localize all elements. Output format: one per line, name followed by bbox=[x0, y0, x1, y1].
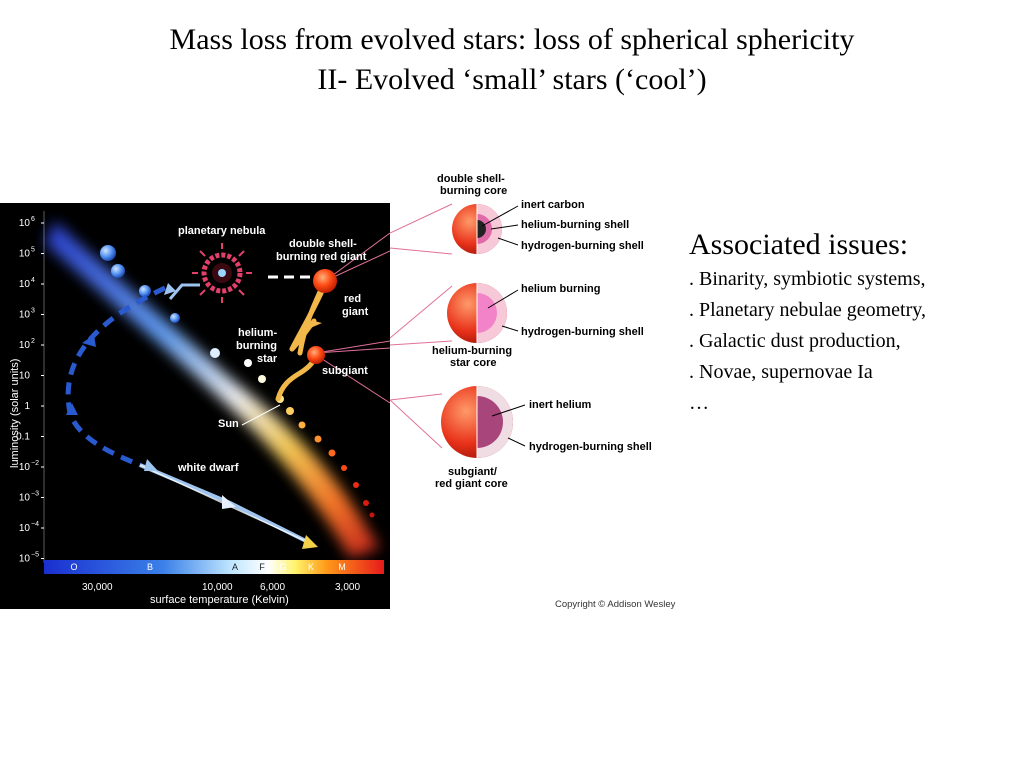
label-inert-carbon: inert carbon bbox=[521, 199, 585, 211]
label-helium-burning: helium burning bbox=[521, 283, 600, 295]
y-tick-label: 10 bbox=[19, 218, 31, 229]
planetary-nebula-icon bbox=[192, 243, 252, 303]
hr-diagram: planetary nebula double shell- burning r… bbox=[0, 203, 390, 609]
label-giant: giant bbox=[342, 306, 369, 318]
label-red: red bbox=[344, 293, 361, 305]
pink-connectors-outer bbox=[390, 203, 453, 449]
spectral-class-K: K bbox=[308, 562, 314, 572]
white-dwarf-arrowhead bbox=[302, 535, 318, 549]
issue-item: . Binarity, symbiotic systems, bbox=[689, 268, 926, 290]
issue-item: . Planetary nebulae geometry, bbox=[689, 299, 926, 321]
y-tick-exponent: 5 bbox=[31, 247, 35, 254]
spectral-class-A: A bbox=[232, 562, 238, 572]
slide-title: Mass loss from evolved stars: loss of sp… bbox=[0, 20, 1024, 100]
issue-item: . Galactic dust production, bbox=[689, 330, 901, 352]
label-hydrogen-burning-shell-top: hydrogen-burning shell bbox=[521, 240, 644, 252]
y-tick-exponent: 2 bbox=[31, 338, 35, 345]
x-tick-3000: 3,000 bbox=[335, 582, 360, 593]
label-double-shell-2: burning red giant bbox=[276, 251, 367, 263]
shell-diagrams-svg: double shell- burning core inert carbon … bbox=[390, 173, 652, 490]
subgiant-star bbox=[307, 346, 325, 364]
associated-issues: Associated issues: . Binarity, symbiotic… bbox=[689, 226, 1019, 419]
top-shell-title-2: burning core bbox=[440, 185, 507, 197]
spectral-class-bar bbox=[44, 560, 384, 574]
evolution-arrowhead bbox=[308, 321, 322, 329]
mid-shell-title-2: star core bbox=[450, 357, 496, 369]
x-tick-30000: 30,000 bbox=[82, 582, 113, 593]
sun-pointer bbox=[241, 404, 281, 426]
label-hydrogen-burning-shell-mid: hydrogen-burning shell bbox=[521, 326, 644, 338]
y-tick-exponent: 6 bbox=[31, 216, 35, 223]
evolution-track bbox=[275, 278, 328, 402]
spectral-class-G: G bbox=[279, 562, 286, 572]
double-shell-burning-core-diagram bbox=[452, 204, 502, 254]
label-subgiant: subgiant bbox=[322, 365, 368, 377]
y-tick-label: 10 bbox=[19, 493, 31, 504]
hr-diagram-svg: planetary nebula double shell- burning r… bbox=[9, 211, 390, 606]
x-tick-10000: 10,000 bbox=[202, 582, 233, 593]
issue-item: . Novae, supernovae Ia bbox=[689, 361, 873, 383]
label-hydrogen-burning-shell-bot: hydrogen-burning shell bbox=[529, 441, 652, 453]
copyright-text: Copyright © Addison Wesley bbox=[555, 599, 676, 610]
y-tick-exponent: −4 bbox=[31, 521, 39, 528]
x-tick-6000: 6,000 bbox=[260, 582, 285, 593]
y-tick-label: 10 bbox=[19, 340, 31, 351]
y-tick-label: 1 bbox=[24, 401, 30, 412]
top-shell-title-1: double shell- bbox=[437, 173, 505, 185]
spectral-class-M: M bbox=[338, 562, 346, 572]
mid-shell-title-1: helium-burning bbox=[432, 345, 512, 357]
title-line-2: II- Evolved ‘small’ stars (‘cool’) bbox=[317, 63, 707, 96]
bot-shell-title-1: subgiant/ bbox=[448, 466, 497, 478]
y-tick-exponent: 4 bbox=[31, 277, 35, 284]
double-shell-red-giant-star bbox=[313, 269, 337, 293]
y-tick-label: 10 bbox=[19, 249, 31, 260]
y-tick-label: 10 bbox=[19, 462, 31, 473]
y-tick-exponent: −3 bbox=[31, 491, 39, 498]
dashed-cooling-track bbox=[65, 285, 167, 468]
label-helium-2: burning bbox=[236, 340, 277, 352]
issues-list: . Binarity, symbiotic systems, . Planeta… bbox=[689, 264, 1019, 419]
spectral-class-B: B bbox=[147, 562, 153, 572]
title-line-1: Mass loss from evolved stars: loss of sp… bbox=[169, 23, 855, 56]
y-axis-tick-marks bbox=[41, 222, 44, 559]
label-planetary-nebula: planetary nebula bbox=[178, 225, 266, 237]
label-helium-1: helium- bbox=[238, 327, 277, 339]
label-double-shell-1: double shell- bbox=[289, 238, 357, 250]
spectral-class-O: O bbox=[70, 562, 77, 572]
nebula-path-arrowhead bbox=[164, 283, 176, 295]
label-helium-burning-shell: helium-burning shell bbox=[521, 219, 629, 231]
y-tick-label: 10 bbox=[19, 554, 31, 565]
issues-heading: Associated issues: bbox=[689, 228, 909, 261]
bot-shell-title-2: red giant core bbox=[435, 478, 508, 490]
helium-burning-star-core-diagram bbox=[447, 283, 507, 343]
issue-item: … bbox=[689, 392, 709, 414]
y-tick-label: 0.1 bbox=[16, 432, 30, 443]
spectral-class-F: F bbox=[259, 562, 265, 572]
y-axis-label: luminosity (solar units) bbox=[9, 359, 21, 468]
shell-diagrams: double shell- burning core inert carbon … bbox=[390, 168, 680, 498]
pink-connectors-inner bbox=[315, 232, 390, 404]
main-sequence-band bbox=[45, 221, 380, 558]
subgiant-red-giant-core-diagram bbox=[441, 386, 513, 458]
y-tick-exponent: −2 bbox=[31, 460, 39, 467]
y-tick-label: 10 bbox=[19, 371, 31, 382]
y-tick-exponent: −5 bbox=[31, 552, 39, 559]
label-helium-3: star bbox=[257, 353, 278, 365]
y-tick-exponent: 3 bbox=[31, 308, 35, 315]
x-axis-label: surface temperature (Kelvin) bbox=[150, 594, 289, 606]
y-tick-label: 10 bbox=[19, 279, 31, 290]
label-inert-helium: inert helium bbox=[529, 399, 592, 411]
nebula-to-core-path bbox=[168, 283, 200, 300]
label-sun: Sun bbox=[218, 418, 239, 430]
y-tick-label: 10 bbox=[19, 310, 31, 321]
y-tick-label: 10 bbox=[19, 523, 31, 534]
label-white-dwarf: white dwarf bbox=[177, 462, 239, 474]
